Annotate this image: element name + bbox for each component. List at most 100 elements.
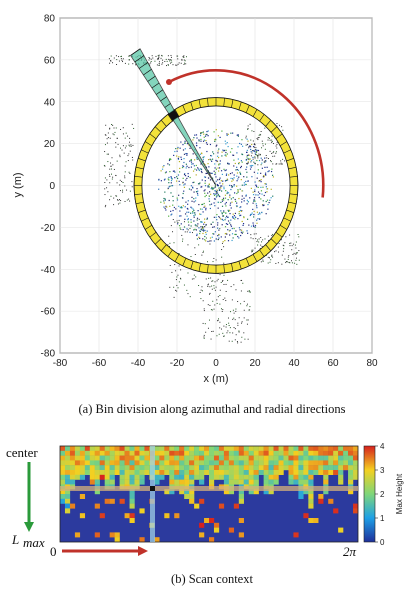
matrix-cell bbox=[60, 479, 66, 485]
cloud-point bbox=[215, 176, 217, 178]
cloud-point bbox=[244, 338, 246, 340]
cloud-point bbox=[104, 188, 106, 190]
cloud-point bbox=[183, 190, 185, 192]
cloud-point bbox=[213, 194, 216, 197]
matrix-cell bbox=[308, 494, 314, 499]
cloud-point bbox=[205, 240, 207, 242]
cloud-point bbox=[265, 186, 267, 188]
matrix-cell bbox=[164, 465, 170, 471]
cloud-point bbox=[194, 134, 196, 136]
cloud-point bbox=[104, 165, 106, 167]
matrix-cell bbox=[263, 460, 269, 466]
y-tick-label: -60 bbox=[41, 307, 56, 318]
cloud-point bbox=[204, 323, 206, 325]
matrix-cell bbox=[99, 474, 105, 480]
matrix-cell bbox=[238, 498, 244, 504]
matrix-cell bbox=[263, 465, 269, 471]
matrix-cell bbox=[114, 465, 120, 471]
cloud-point bbox=[241, 210, 243, 212]
cloud-point bbox=[129, 190, 131, 192]
matrix-cell bbox=[204, 455, 210, 461]
cloud-point bbox=[265, 200, 267, 203]
cloud-point bbox=[235, 289, 237, 291]
cloud-point bbox=[220, 328, 222, 330]
cloud-point bbox=[251, 250, 253, 252]
cloud-point bbox=[179, 167, 181, 170]
cloud-point bbox=[219, 303, 221, 305]
matrix-cell bbox=[308, 450, 314, 456]
matrix-cell bbox=[318, 498, 324, 504]
cloud-point bbox=[260, 186, 262, 188]
cloud-point bbox=[122, 191, 124, 193]
cloud-point bbox=[270, 160, 272, 162]
cloud-point bbox=[216, 195, 218, 197]
cloud-point bbox=[232, 213, 234, 215]
matrix-cell bbox=[199, 474, 205, 480]
cloud-point bbox=[128, 153, 130, 155]
cloud-point bbox=[218, 195, 220, 197]
matrix-cell bbox=[69, 470, 76, 475]
center-label: center bbox=[6, 445, 38, 460]
matrix-cell bbox=[139, 460, 145, 466]
cloud-point bbox=[202, 252, 204, 254]
cloud-point bbox=[114, 131, 116, 133]
matrix-cell bbox=[129, 470, 135, 475]
cloud-point bbox=[271, 168, 273, 170]
ring-divider bbox=[207, 98, 209, 107]
matrix-cell bbox=[308, 474, 314, 480]
cloud-point bbox=[104, 134, 106, 136]
cloud-point bbox=[213, 202, 215, 204]
cloud-point bbox=[198, 168, 200, 170]
matrix-cell bbox=[124, 455, 130, 461]
cloud-point bbox=[256, 151, 258, 153]
cloud-point bbox=[218, 229, 220, 231]
cloud-point bbox=[240, 206, 242, 208]
matrix-cell bbox=[223, 479, 230, 485]
matrix-cell bbox=[174, 479, 180, 485]
matrix-cell bbox=[114, 470, 120, 475]
cloud-point bbox=[216, 335, 218, 337]
ring-divider bbox=[275, 232, 283, 238]
cloud-point bbox=[121, 59, 123, 61]
matrix-cell bbox=[298, 446, 304, 451]
cloud-point bbox=[224, 297, 226, 299]
cloud-point bbox=[251, 143, 253, 146]
cloud-point bbox=[266, 157, 268, 159]
cloud-point bbox=[265, 174, 267, 176]
matrix-cell bbox=[184, 450, 190, 456]
cloud-point bbox=[179, 206, 181, 209]
cloud-point bbox=[208, 195, 211, 197]
cloud-point bbox=[210, 309, 212, 311]
cloud-point bbox=[122, 58, 124, 60]
cloud-point bbox=[201, 229, 203, 231]
cloud-point bbox=[258, 241, 260, 243]
cloud-point bbox=[178, 215, 181, 217]
cloud-point bbox=[180, 158, 183, 161]
cloud-point bbox=[271, 139, 273, 141]
cloud-point bbox=[215, 129, 217, 131]
cloud-point bbox=[204, 229, 206, 232]
cloud-point bbox=[242, 231, 244, 233]
cloud-point bbox=[290, 242, 292, 244]
cloud-point bbox=[191, 196, 193, 198]
cloud-point bbox=[172, 200, 174, 202]
cloud-point bbox=[174, 177, 176, 179]
matrix-cell bbox=[333, 508, 339, 514]
cloud-point bbox=[275, 145, 277, 147]
cloud-point bbox=[169, 185, 171, 187]
cloud-point bbox=[267, 235, 269, 237]
cloud-point bbox=[160, 57, 162, 59]
matrix-cell bbox=[204, 446, 210, 451]
cloud-point bbox=[170, 62, 172, 64]
matrix-cell bbox=[74, 470, 81, 475]
cloud-point bbox=[132, 63, 134, 65]
cloud-point bbox=[205, 224, 207, 226]
matrix-cell bbox=[318, 446, 324, 451]
cloud-point bbox=[263, 194, 265, 197]
cloud-point bbox=[258, 180, 260, 182]
cloud-point bbox=[264, 157, 266, 159]
cloud-point bbox=[230, 132, 232, 134]
cloud-point bbox=[256, 177, 258, 179]
cloud-point bbox=[229, 151, 232, 153]
cloud-point bbox=[177, 148, 179, 150]
